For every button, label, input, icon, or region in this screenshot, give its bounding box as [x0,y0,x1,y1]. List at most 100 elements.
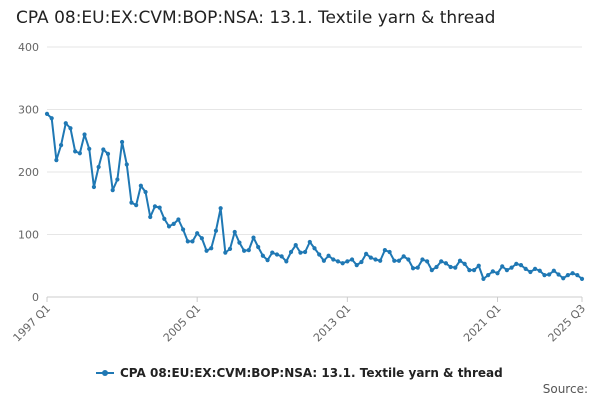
data-point [486,273,491,278]
data-point [373,257,378,262]
data-point [227,246,233,251]
data-point [551,268,556,273]
data-point [500,264,505,269]
data-point [471,268,477,273]
data-point [542,273,547,278]
data-point [105,151,111,156]
data-point [115,177,120,182]
data-point [532,266,538,271]
data-point [288,249,294,255]
data-point [561,276,566,281]
data-point [180,227,186,232]
data-point [364,251,369,256]
data-point [443,261,449,266]
y-tick-label: 300 [18,104,39,117]
legend-label: CPA 08:EU:EX:CVM:BOP:NSA: 13.1. Textile … [120,366,503,380]
data-point [82,132,87,137]
y-tick-label: 100 [18,229,39,242]
x-tick-label: 2021 Q1 [461,302,504,345]
data-point [387,249,392,255]
data-point [124,162,129,167]
data-point [481,276,486,281]
data-point [190,239,195,244]
data-point [143,189,148,195]
series-line [46,113,583,280]
data-point [49,116,54,121]
data-point [119,139,125,145]
x-tick-label: 2025 Q3 [546,302,589,345]
data-point [429,268,434,273]
data-point [284,259,289,264]
data-point [129,200,134,205]
data-point [575,273,580,278]
data-point [368,255,373,260]
data-point [303,249,308,255]
y-tick-label: 400 [18,41,39,54]
data-point [91,184,97,190]
data-point [209,246,214,251]
data-point [439,259,444,264]
data-point [556,272,561,277]
data-point [152,204,158,209]
data-point [448,264,453,270]
data-point [101,147,106,152]
data-point [157,205,162,210]
gridlines [47,46,582,235]
axes [46,296,583,302]
data-point [462,261,467,266]
data-point [77,151,82,156]
data-point [537,268,542,273]
data-point [359,259,364,265]
data-point [307,239,312,245]
data-point [509,265,514,270]
data-point [570,271,575,276]
data-point [96,164,101,170]
data-point [68,126,73,131]
data-point [514,261,519,266]
data-point [138,183,143,188]
data-point [162,216,167,221]
data-point [58,143,64,148]
source-label: Source: [542,382,588,396]
data-point [223,250,228,255]
data-point [242,248,247,253]
data-point [195,231,200,236]
data-point [54,158,59,163]
data-point [453,265,458,270]
data-point [110,188,115,193]
data-point [270,250,275,255]
data-point [382,248,387,253]
data-point [260,253,265,258]
data-point [547,272,552,277]
data-point [298,250,303,255]
data-point [354,263,359,268]
y-tick-label: 0 [32,291,39,304]
data-point [204,248,209,253]
data-point [185,239,190,244]
data-point [518,263,524,268]
data-point [523,266,528,271]
data-point [256,244,261,250]
data-point [415,265,420,270]
data-point [321,258,326,263]
data-point [176,217,181,222]
data-point [340,261,345,266]
data-point [134,203,139,208]
data-point [199,236,204,241]
data-point [274,252,280,257]
x-tick-label: 2005 Q1 [161,302,204,345]
data-point [317,252,322,257]
data-point [467,268,472,273]
data-point [279,254,284,259]
chart-title: CPA 08:EU:EX:CVM:BOP:NSA: 13.1. Textile … [16,8,496,28]
data-point [565,273,571,278]
y-tick-label: 200 [18,166,39,179]
data-point [396,258,402,263]
data-point [528,269,533,275]
data-point [312,246,317,251]
legend[interactable]: CPA 08:EU:EX:CVM:BOP:NSA: 13.1. Textile … [96,366,503,380]
data-point [293,243,298,248]
data-point [392,258,397,263]
data-point [232,229,237,235]
